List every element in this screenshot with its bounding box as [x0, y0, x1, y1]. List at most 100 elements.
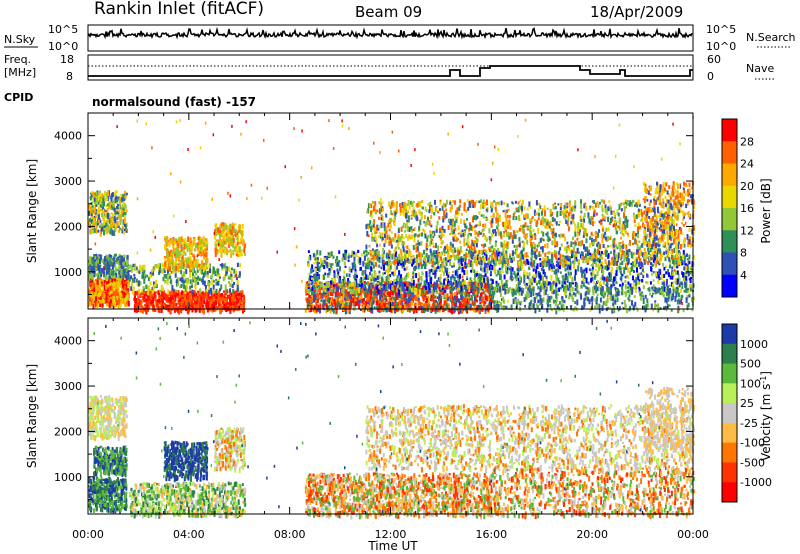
range-cell [489, 289, 492, 295]
range-cell [94, 206, 97, 212]
range-cell [117, 287, 120, 291]
range-cell [633, 279, 636, 283]
range-cell [108, 302, 111, 308]
range-cell [464, 259, 467, 266]
range-cell [115, 257, 118, 263]
range-cell [196, 267, 199, 273]
range-cell [213, 293, 216, 299]
range-cell [93, 254, 95, 257]
range-cell [198, 277, 201, 281]
range-cell [100, 301, 103, 304]
range-cell [197, 305, 200, 309]
range-cell [176, 282, 179, 286]
range-cell [610, 269, 613, 275]
range-cell [100, 198, 103, 203]
range-cell [668, 284, 671, 287]
range-cell [346, 304, 349, 309]
range-cell [89, 206, 92, 211]
range-cell [104, 190, 106, 196]
range-cell [602, 253, 605, 256]
range-cell [90, 275, 93, 277]
range-cell [347, 278, 350, 282]
range-cell [106, 287, 109, 292]
range-cell [186, 306, 189, 310]
range-cell [106, 259, 109, 266]
range-cell [348, 266, 351, 272]
range-cell [343, 270, 346, 274]
range-cell [202, 238, 205, 243]
range-cell [110, 297, 112, 303]
range-cell [213, 302, 216, 309]
range-cell [234, 231, 237, 236]
range-cell [125, 274, 127, 279]
range-cell [95, 194, 98, 199]
range-cell [121, 291, 124, 295]
range-cell [410, 298, 412, 302]
range-cell [124, 280, 127, 283]
range-cell [583, 273, 586, 279]
range-cell [127, 297, 130, 301]
range-cell [169, 260, 172, 266]
range-cell [358, 283, 361, 287]
range-cell [241, 225, 244, 229]
range-cell [226, 253, 228, 256]
range-cell [679, 288, 682, 293]
range-cell [151, 270, 154, 273]
range-cell [126, 294, 129, 298]
range-cell [193, 292, 196, 298]
range-cell [410, 278, 413, 283]
range-cell [389, 292, 392, 296]
range-cell [154, 294, 157, 299]
range-cell [234, 223, 237, 226]
range-cell [203, 280, 206, 287]
range-cell [526, 275, 529, 279]
range-cell [372, 276, 375, 281]
range-cell [147, 289, 150, 296]
range-cell [238, 241, 241, 245]
range-cell [94, 256, 97, 260]
range-cell [225, 270, 228, 275]
range-cell [220, 284, 223, 290]
range-cell [224, 290, 227, 294]
range-cell [102, 258, 105, 261]
range-cell [193, 270, 196, 274]
range-cell [159, 305, 162, 310]
range-cell [124, 281, 127, 285]
range-cell [464, 296, 467, 299]
range-cell [575, 252, 578, 257]
range-cell [475, 282, 478, 287]
range-cell [443, 300, 446, 306]
range-cell [136, 300, 139, 306]
range-cell [100, 268, 103, 273]
range-cell [193, 261, 196, 268]
range-cell [422, 304, 425, 308]
range-cell [569, 273, 572, 279]
range-cell [611, 266, 614, 272]
range-cell [394, 267, 397, 272]
range-cell [145, 300, 148, 305]
range-cell [112, 201, 115, 207]
range-cell [91, 205, 94, 208]
range-cell [189, 272, 192, 278]
range-cell [177, 300, 180, 305]
range-cell [189, 279, 192, 284]
range-cell [380, 308, 382, 313]
range-cell [91, 221, 94, 227]
range-cell [150, 300, 153, 304]
range-cell [474, 289, 477, 293]
range-cell [473, 308, 476, 313]
range-cell [233, 268, 236, 274]
range-cell [466, 303, 469, 309]
range-cell [141, 305, 144, 310]
range-cell [197, 275, 200, 280]
range-cell [311, 264, 314, 269]
range-cell [130, 286, 133, 291]
range-cell [326, 304, 328, 309]
range-cell [197, 246, 200, 250]
range-cell [121, 270, 124, 276]
range-cell [153, 284, 156, 287]
range-cell [381, 297, 383, 301]
range-cell [125, 192, 128, 196]
range-cell [379, 295, 382, 301]
noise-left-label: N.Sky [4, 33, 36, 46]
